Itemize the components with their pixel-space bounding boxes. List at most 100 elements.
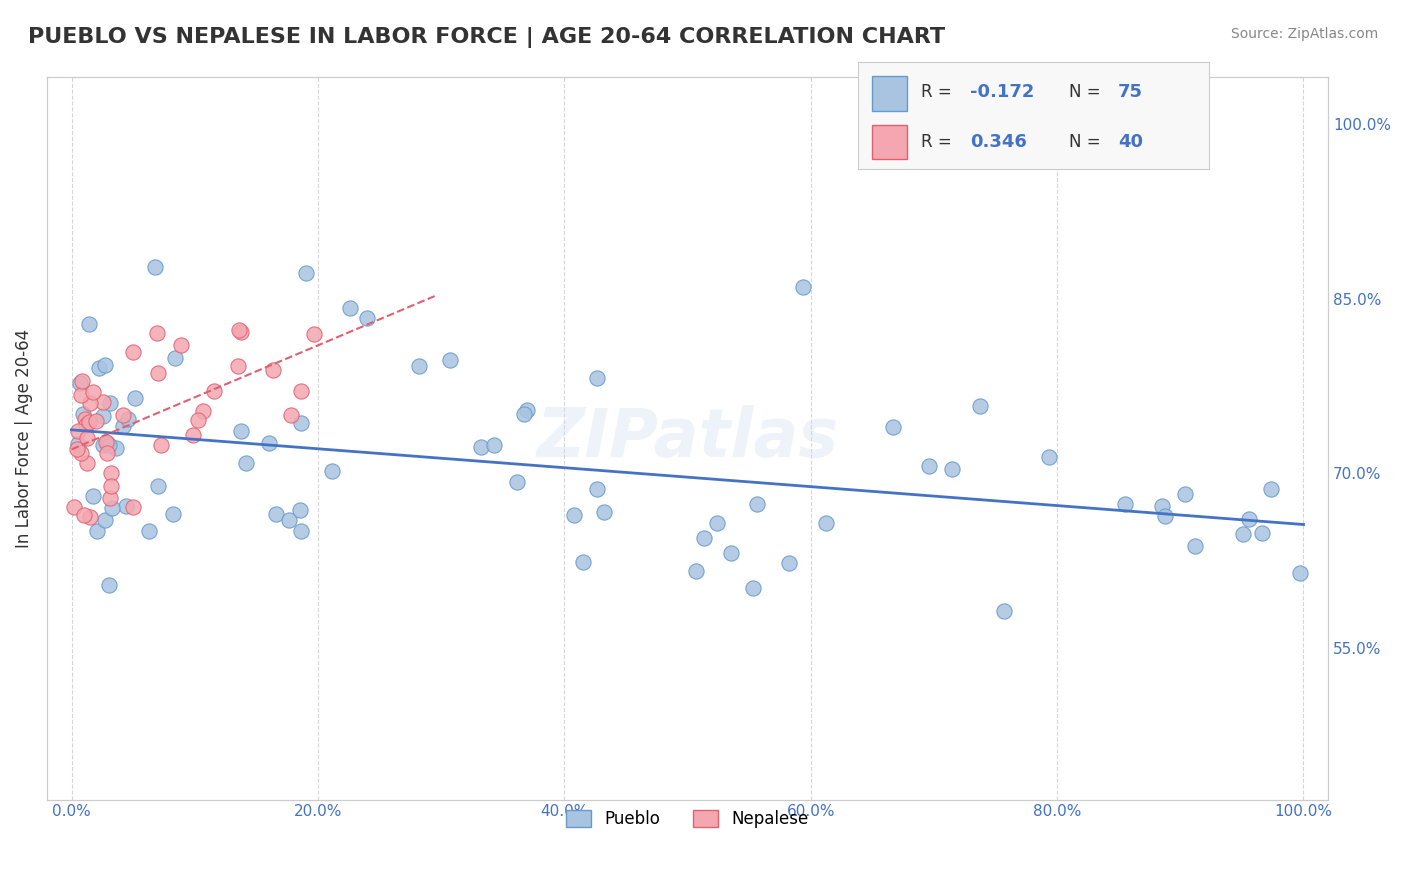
Pueblo (512, 407, 534, 421)
Pueblo (290, 524, 312, 538)
Nepalese (228, 322, 250, 336)
Y-axis label: In Labor Force | Age 20-64: In Labor Force | Age 20-64 (15, 329, 32, 548)
Pueblo (792, 279, 814, 293)
Nepalese (112, 408, 135, 422)
Pueblo (89, 361, 111, 376)
Nepalese (290, 384, 312, 398)
Text: N =: N = (1069, 84, 1105, 102)
Pueblo (91, 409, 114, 423)
Pueblo (143, 260, 166, 274)
Pueblo (72, 407, 94, 421)
Pueblo (117, 412, 139, 426)
Text: PUEBLO VS NEPALESE IN LABOR FORCE | AGE 20-64 CORRELATION CHART: PUEBLO VS NEPALESE IN LABOR FORCE | AGE … (28, 27, 945, 48)
Pueblo (815, 516, 838, 530)
Nepalese (191, 404, 214, 418)
Bar (872, 77, 907, 111)
Pueblo (685, 564, 707, 578)
Pueblo (1154, 508, 1177, 523)
Nepalese (86, 414, 108, 428)
Pueblo (321, 464, 343, 478)
Bar (872, 125, 907, 159)
Nepalese (121, 500, 143, 514)
Nepalese (82, 384, 104, 399)
Nepalese (122, 345, 145, 359)
Nepalese (94, 434, 117, 449)
Text: 75: 75 (1118, 84, 1143, 102)
Nepalese (79, 396, 101, 410)
Nepalese (73, 508, 96, 523)
Pueblo (101, 501, 124, 516)
Text: ZIPatlas: ZIPatlas (537, 406, 838, 472)
Text: Source: ZipAtlas.com: Source: ZipAtlas.com (1230, 27, 1378, 41)
Text: R =: R = (921, 84, 957, 102)
Pueblo (1289, 566, 1312, 581)
Pueblo (516, 403, 538, 417)
Pueblo (742, 581, 765, 595)
Pueblo (138, 524, 160, 538)
Text: 0.346: 0.346 (970, 133, 1026, 151)
Nepalese (202, 384, 225, 398)
Nepalese (146, 366, 169, 380)
Pueblo (288, 502, 311, 516)
Pueblo (82, 489, 104, 503)
Pueblo (1184, 540, 1206, 554)
Pueblo (1237, 512, 1260, 526)
Nepalese (100, 466, 122, 480)
Pueblo (97, 578, 120, 592)
Pueblo (969, 399, 991, 413)
Nepalese (262, 363, 284, 377)
Nepalese (70, 388, 93, 402)
Pueblo (720, 546, 742, 560)
Pueblo (706, 516, 728, 530)
Pueblo (692, 531, 714, 545)
Pueblo (295, 266, 318, 280)
Legend: Pueblo, Nepalese: Pueblo, Nepalese (560, 803, 815, 835)
Pueblo (235, 456, 257, 470)
Text: R =: R = (921, 133, 957, 151)
Pueblo (277, 513, 299, 527)
Nepalese (98, 491, 121, 506)
Pueblo (917, 458, 939, 473)
Nepalese (75, 417, 97, 432)
Nepalese (76, 431, 98, 445)
Pueblo (146, 478, 169, 492)
Nepalese (146, 326, 169, 341)
Pueblo (1152, 500, 1174, 514)
Pueblo (592, 505, 614, 519)
Pueblo (505, 475, 527, 490)
Pueblo (115, 499, 138, 513)
Nepalese (149, 438, 172, 452)
Pueblo (993, 604, 1015, 618)
Nepalese (226, 359, 249, 374)
Nepalese (96, 446, 118, 460)
Pueblo (104, 441, 127, 455)
Pueblo (86, 524, 108, 538)
Nepalese (79, 415, 101, 429)
Pueblo (163, 351, 186, 366)
Pueblo (93, 513, 115, 527)
Pueblo (264, 507, 287, 521)
Nepalese (66, 424, 89, 438)
Pueblo (96, 435, 118, 450)
Pueblo (470, 440, 492, 454)
Pueblo (112, 419, 135, 434)
Pueblo (1174, 487, 1197, 501)
Pueblo (408, 359, 430, 373)
Pueblo (1260, 482, 1282, 496)
Text: -0.172: -0.172 (970, 84, 1035, 102)
Pueblo (93, 438, 115, 452)
Pueblo (79, 317, 101, 331)
Pueblo (482, 438, 505, 452)
Nepalese (302, 326, 325, 341)
Pueblo (339, 301, 361, 315)
Pueblo (94, 358, 117, 372)
Nepalese (69, 446, 91, 460)
Nepalese (170, 338, 193, 352)
Pueblo (572, 555, 595, 569)
Pueblo (356, 310, 378, 325)
Pueblo (1250, 525, 1272, 540)
Pueblo (98, 396, 121, 410)
Pueblo (586, 483, 609, 497)
Pueblo (66, 437, 89, 451)
Nepalese (91, 394, 114, 409)
